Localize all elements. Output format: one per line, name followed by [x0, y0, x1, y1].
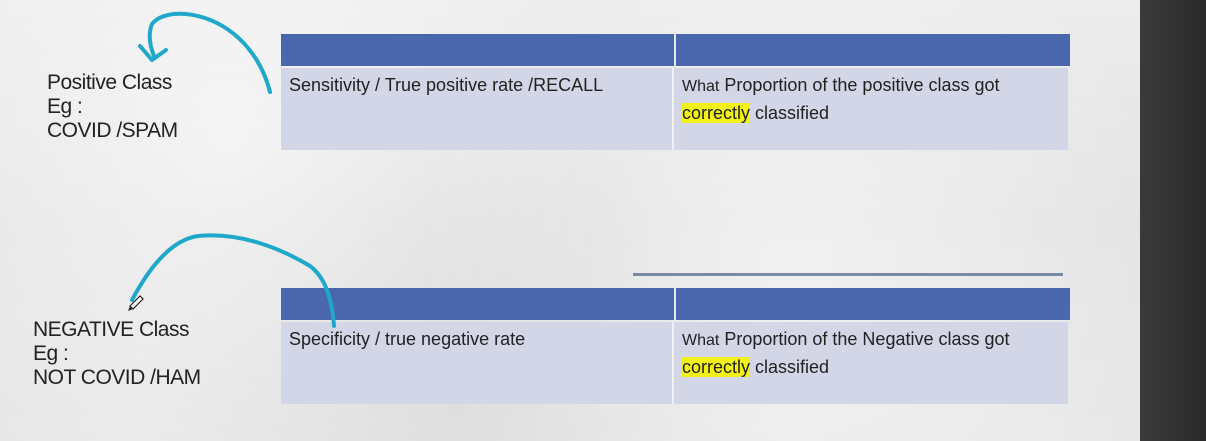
positive-table-header — [281, 34, 1070, 66]
positive-arrow-head — [138, 44, 168, 62]
negative-header-cell-left — [281, 288, 676, 320]
positive-description-cell: What Proportion of the positive class go… — [674, 68, 1068, 150]
positive-header-cell-left — [281, 34, 676, 66]
negative-desc-main: Proportion of the Negative class got — [719, 329, 1010, 349]
positive-class-label: Positive Class Eg : COVID /SPAM — [47, 71, 178, 143]
positive-header-cell-right — [676, 34, 1070, 66]
negative-metric-text: Specificity / true negative rate — [289, 329, 526, 349]
positive-desc-main: Proportion of the positive class got — [719, 75, 1000, 95]
positive-class-title: Positive Class — [47, 71, 172, 94]
side-panel-dark — [1140, 0, 1206, 441]
divider-line — [633, 273, 1063, 276]
positive-desc-what: What — [682, 78, 720, 95]
negative-class-example: NOT COVID /HAM — [33, 366, 201, 389]
positive-class-eg: Eg : — [47, 95, 83, 118]
negative-class-eg: Eg : — [33, 342, 69, 365]
positive-class-example: COVID /SPAM — [47, 119, 178, 142]
negative-description-cell: What Proportion of the Negative class go… — [674, 322, 1068, 404]
pen-cursor-icon — [128, 295, 144, 311]
positive-desc-highlight: correctly — [682, 103, 751, 123]
negative-desc-end: classified — [750, 357, 830, 377]
positive-desc-end: classified — [750, 103, 830, 123]
positive-table: Sensitivity / True positive rate /RECALL… — [281, 34, 1070, 150]
negative-class-label: NEGATIVE Class Eg : NOT COVID /HAM — [33, 318, 201, 390]
positive-metric-cell: Sensitivity / True positive rate /RECALL — [281, 68, 674, 150]
negative-header-cell-right — [676, 288, 1070, 320]
negative-metric-cell: Specificity / true negative rate — [281, 322, 674, 404]
negative-desc-highlight: correctly — [682, 357, 751, 377]
positive-table-row: Sensitivity / True positive rate /RECALL… — [281, 68, 1070, 150]
negative-table-header — [281, 288, 1070, 320]
negative-class-title: NEGATIVE Class — [33, 318, 189, 341]
slide-canvas: Positive Class Eg : COVID /SPAM Sensitiv… — [0, 0, 1140, 441]
negative-desc-what: What — [682, 332, 720, 349]
positive-metric-text: Sensitivity / True positive rate /RECALL — [289, 75, 604, 95]
negative-table: Specificity / true negative rate What Pr… — [281, 288, 1070, 404]
negative-table-row: Specificity / true negative rate What Pr… — [281, 322, 1070, 404]
